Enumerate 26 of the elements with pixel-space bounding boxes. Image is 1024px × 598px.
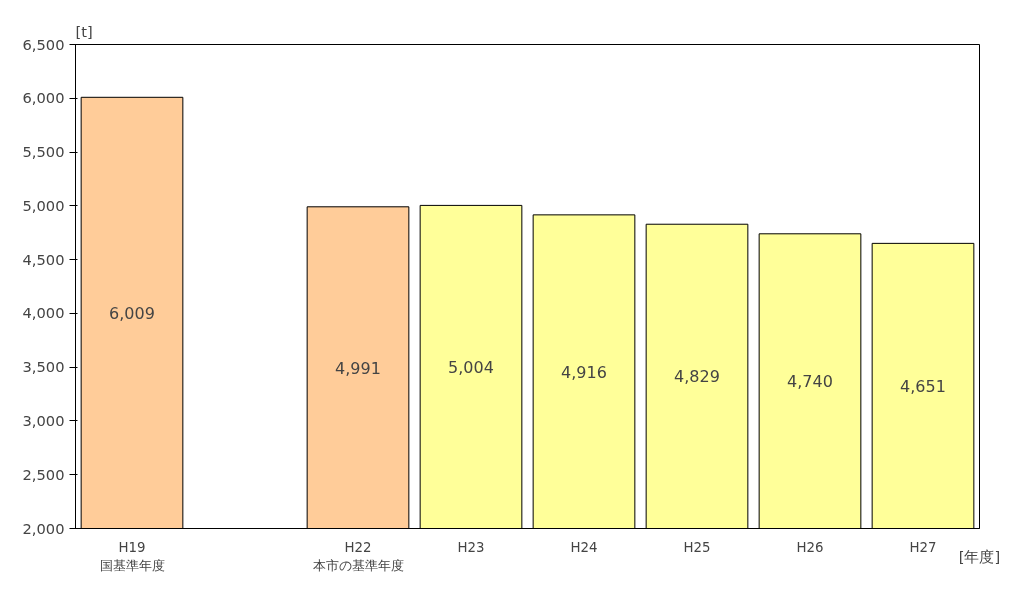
x-tick-label: H23 — [457, 539, 485, 555]
y-tick-label: 4,000 — [22, 304, 65, 322]
x-tick-label: H26 — [796, 539, 824, 555]
data-label: 4,829 — [674, 367, 720, 387]
y-tick-label: 3,000 — [22, 411, 65, 429]
data-label: 6,009 — [109, 303, 155, 323]
x-tick-label: H19 国基準年度 — [99, 539, 165, 573]
y-axis-title: [t] — [75, 22, 93, 40]
data-label: 4,916 — [561, 362, 607, 382]
x-tick-label: H27 — [909, 539, 937, 555]
x-tick-label: H24 — [570, 539, 598, 555]
data-label: 4,740 — [787, 372, 833, 392]
y-tick-label: 5,000 — [22, 196, 65, 214]
y-tick-label: 2,000 — [22, 519, 65, 537]
data-label: 4,651 — [900, 376, 946, 396]
x-axis-title: [年度] — [958, 547, 1001, 565]
y-tick-label: 4,500 — [22, 250, 65, 268]
x-tick-label: H22 本市の基準年度 — [312, 539, 404, 573]
y-tick-label: 6,000 — [22, 89, 65, 107]
x-tick-label: H25 — [683, 539, 711, 555]
y-tick-label: 2,500 — [22, 465, 65, 483]
y-tick-label: 3,500 — [22, 358, 65, 376]
data-label: 4,991 — [335, 358, 381, 378]
y-tick-label: 6,500 — [22, 35, 65, 53]
y-tick-label: 5,500 — [22, 143, 65, 161]
data-label: 5,004 — [448, 357, 494, 377]
